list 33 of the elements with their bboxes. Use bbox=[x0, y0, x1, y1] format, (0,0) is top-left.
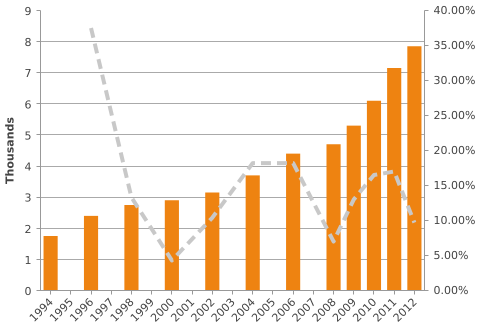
y2-tick-label: 0.00% bbox=[434, 284, 468, 297]
bar bbox=[164, 200, 179, 290]
y2-tick-label: 10.00% bbox=[434, 214, 476, 227]
bar bbox=[407, 46, 422, 290]
y-tick-label: 0 bbox=[24, 285, 32, 298]
bar bbox=[44, 236, 58, 290]
y2-tick-label: 15.00% bbox=[434, 179, 476, 192]
line-series bbox=[89, 26, 416, 262]
y2-tick-label: 25.00% bbox=[434, 109, 476, 122]
bar bbox=[387, 68, 402, 290]
y-tick-label: 5 bbox=[24, 129, 32, 142]
y-axis-title: Thousands bbox=[4, 116, 16, 184]
y-tick-label: 6 bbox=[24, 98, 32, 112]
bar bbox=[84, 216, 98, 290]
bar bbox=[366, 100, 382, 290]
y2-tick-label: 40.00% bbox=[434, 4, 476, 17]
bar bbox=[205, 192, 220, 290]
y-tick-label: 7 bbox=[24, 67, 32, 80]
bar bbox=[286, 154, 300, 290]
y-tick-label: 1 bbox=[24, 254, 32, 267]
y-tick-label: 4 bbox=[24, 160, 32, 174]
y-tick-label: 2 bbox=[24, 222, 32, 236]
y2-tick-label: 5.00% bbox=[434, 249, 468, 262]
y2-tick-label: 20.00% bbox=[434, 144, 476, 157]
y-tick-label: 3 bbox=[24, 192, 32, 205]
y2-tick-label: 30.00% bbox=[434, 74, 476, 87]
y-tick-label: 9 bbox=[24, 5, 32, 18]
bar bbox=[124, 204, 139, 290]
bar bbox=[326, 144, 341, 290]
y-tick-label: 8 bbox=[24, 36, 32, 50]
bar bbox=[246, 175, 260, 290]
bar bbox=[346, 126, 361, 290]
y2-tick-label: 35.00% bbox=[434, 39, 476, 52]
